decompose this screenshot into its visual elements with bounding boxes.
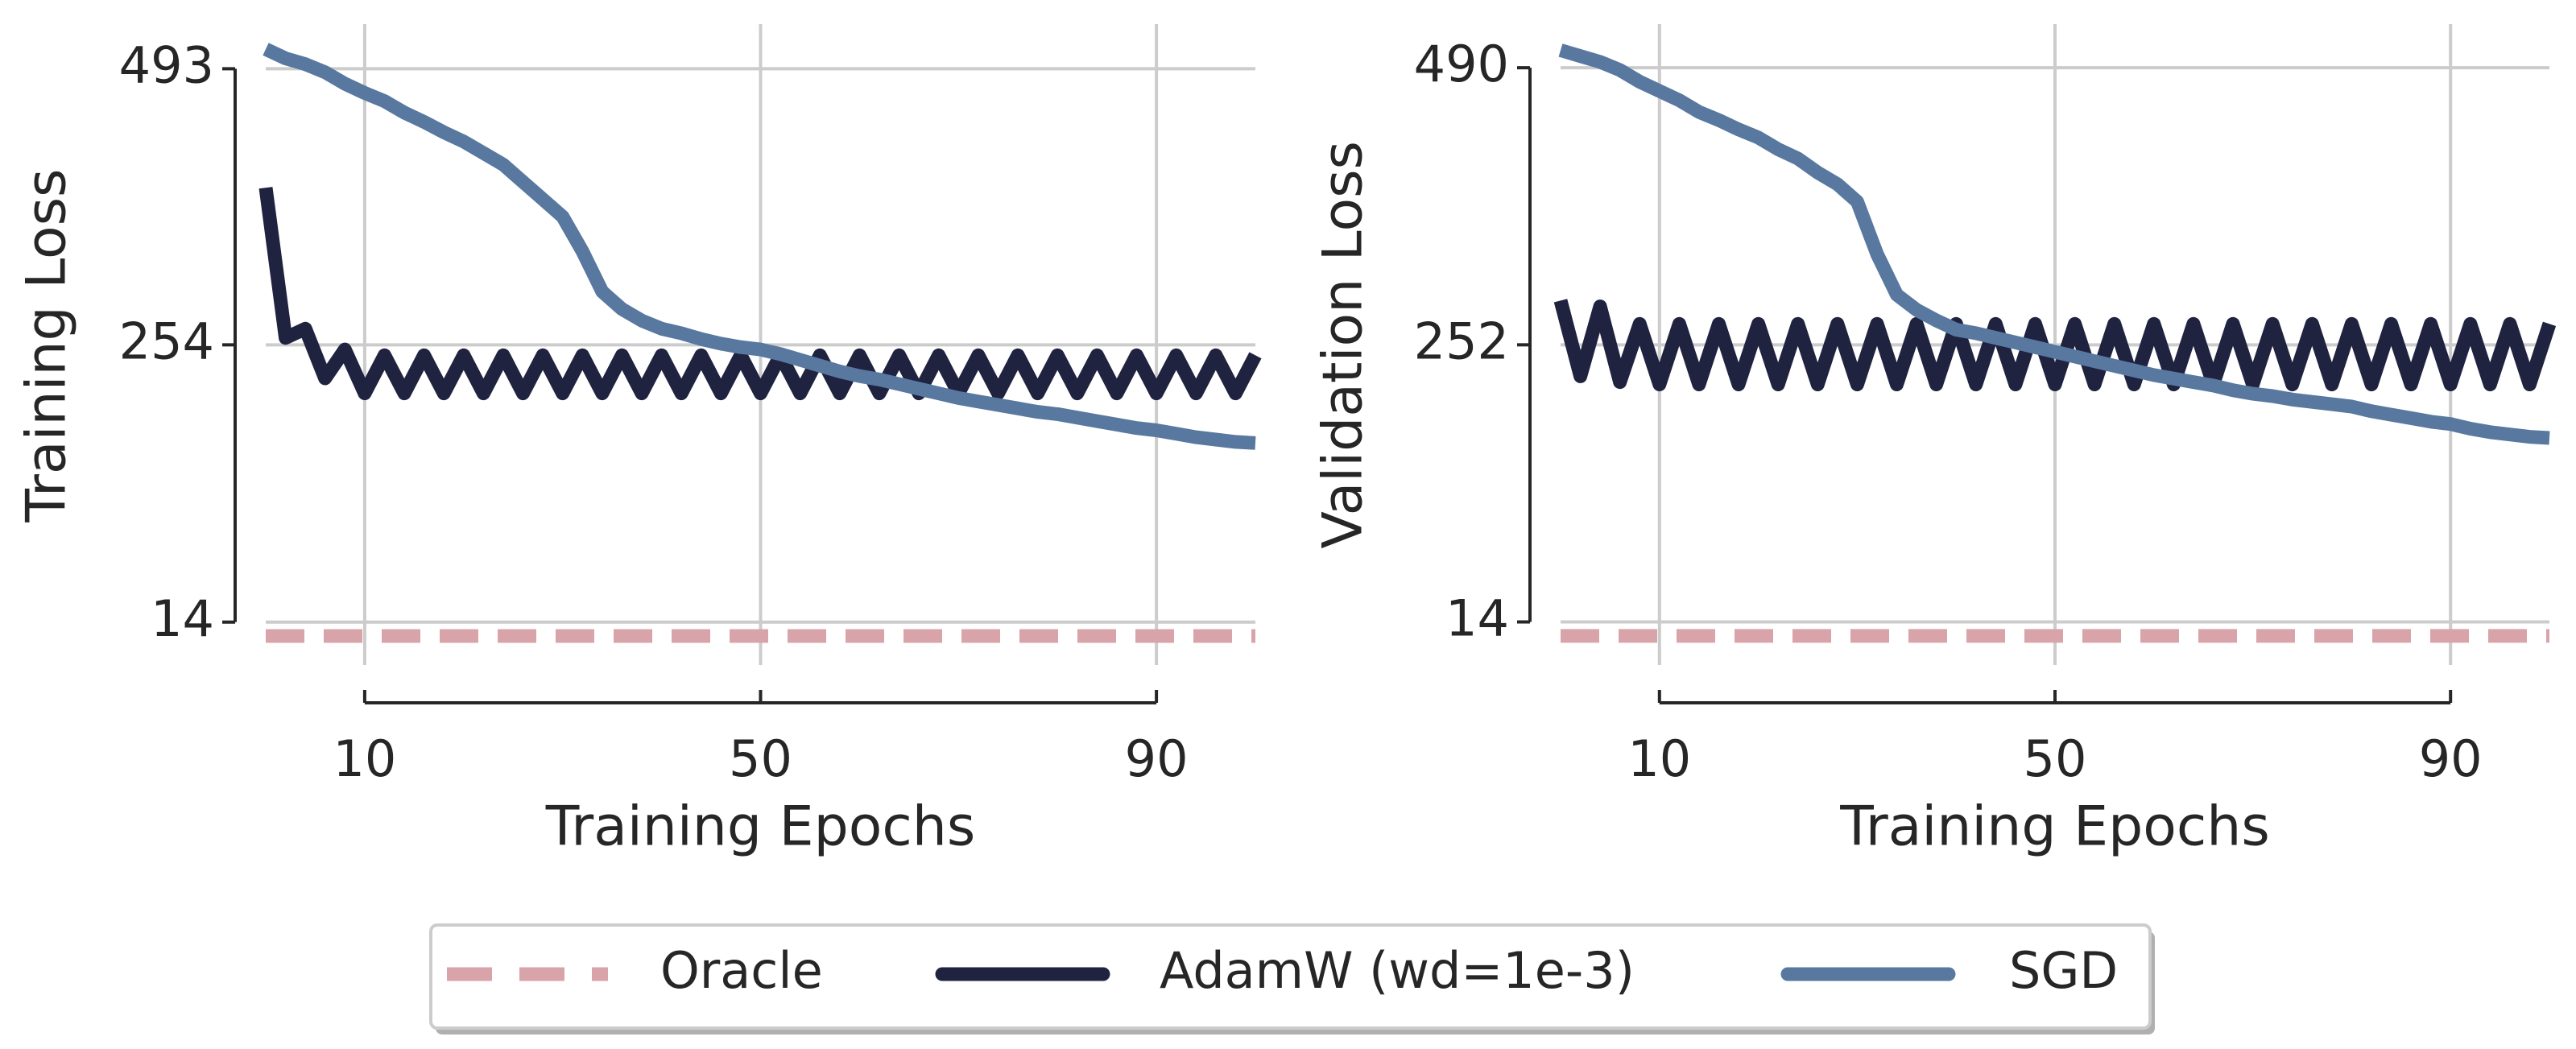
legend-label: Oracle	[660, 941, 823, 1000]
x-tick-label: 50	[2024, 729, 2087, 788]
y-tick-label: 14	[151, 589, 214, 648]
x-tick-label: 90	[2419, 729, 2483, 788]
line-series	[1558, 43, 2550, 445]
y-tick-label: 490	[1414, 35, 1509, 93]
legend-box	[429, 923, 2152, 1030]
y-tick-label: 254	[119, 312, 214, 370]
line-series	[263, 43, 1256, 450]
y-tick-label: 252	[1414, 312, 1509, 370]
x-tick-label: 10	[1627, 729, 1691, 788]
legend-label: AdamW (wd=1e-3)	[1160, 941, 1635, 1000]
y-tick-label: 14	[1445, 589, 1509, 648]
x-axis-label: Training Epochs	[1839, 795, 2270, 859]
y-axis-label: Validation Loss	[1312, 141, 1375, 549]
line-series	[1553, 299, 2557, 391]
x-axis-label: Training Epochs	[545, 795, 976, 859]
x-tick-label: 50	[729, 729, 792, 788]
legend: Oracle AdamW (wd=1e-3) SGD	[429, 923, 2155, 1035]
y-axis-label: Training Loss	[15, 169, 79, 523]
x-tick-label: 10	[333, 729, 396, 788]
line-series	[258, 187, 1262, 401]
legend-label: SGD	[2009, 941, 2118, 1000]
x-tick-label: 90	[1125, 729, 1189, 788]
y-tick-label: 493	[119, 35, 214, 94]
